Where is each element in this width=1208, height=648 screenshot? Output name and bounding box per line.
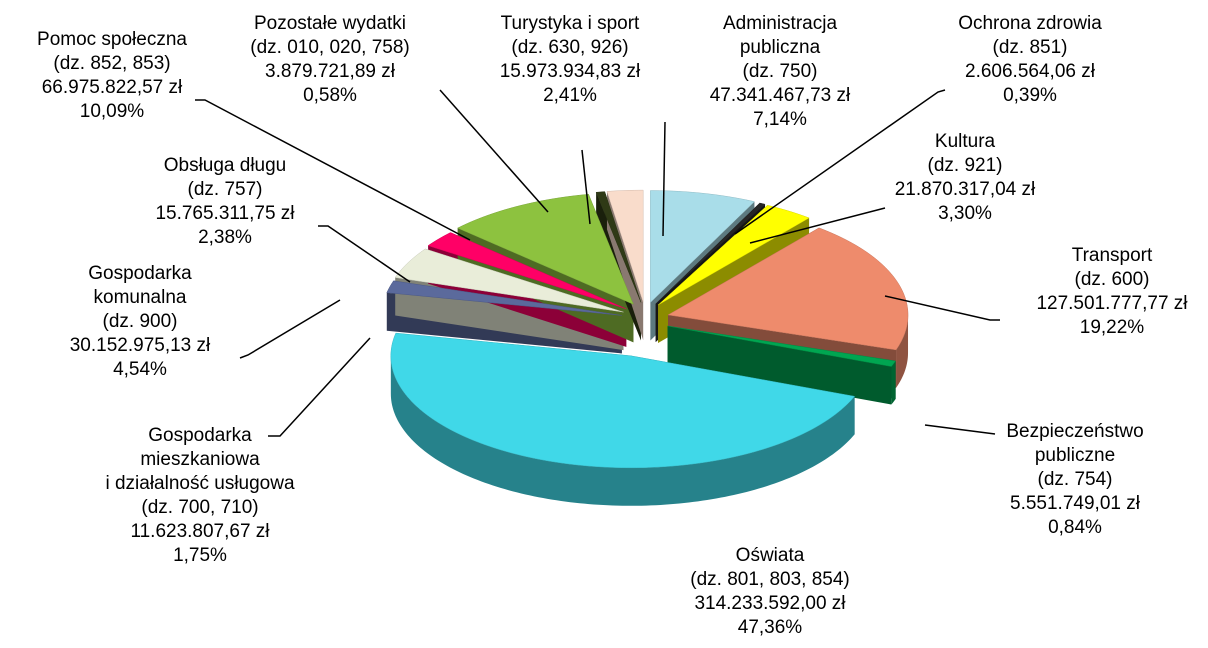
category-name: Obsługa długu bbox=[163, 155, 287, 176]
leader-line bbox=[195, 99, 471, 241]
value-label: 7,14% bbox=[753, 109, 807, 130]
amount-label: 314.233.592,00 zł bbox=[694, 593, 846, 614]
value-label: 19,22% bbox=[1079, 317, 1145, 338]
slice bbox=[655, 202, 766, 305]
slice-label: Turystyka i sport (dz. 630, 926) 15.973.93… bbox=[420, 12, 720, 108]
slice bbox=[386, 280, 622, 316]
amount-label: 127.501.777,77 zł bbox=[1036, 293, 1188, 314]
slice-wall bbox=[667, 326, 892, 405]
category-code: (dz. 757) bbox=[187, 179, 263, 200]
leader-line bbox=[734, 89, 946, 235]
slice bbox=[667, 227, 909, 351]
category-name: Kultura bbox=[934, 131, 996, 152]
category-code: (dz. 750) bbox=[742, 61, 818, 82]
value-label: 10,09% bbox=[79, 101, 145, 122]
category-code: (dz. 700, 710) bbox=[141, 497, 259, 518]
category-code: (dz. 010, 020, 758) bbox=[250, 37, 410, 58]
leader-line bbox=[662, 121, 666, 237]
slice bbox=[595, 191, 642, 303]
slice-label: Gospodarka mieszkaniowa i działalność us… bbox=[50, 424, 350, 568]
slice-label: Ochrona zdrowia (dz. 851) 2.606.564,06 zł 0… bbox=[880, 12, 1180, 108]
category-name: Turystyka i sport bbox=[500, 13, 640, 34]
amount-label: 3.879.721,89 zł bbox=[265, 61, 395, 82]
category-name: Pomoc społeczna bbox=[37, 29, 187, 50]
slice bbox=[650, 190, 755, 304]
category-name: Oświata bbox=[735, 545, 805, 566]
leader-line bbox=[884, 295, 1000, 321]
slice-label: Kultura (dz. 921) 21.870.317,04 zł 3,30% bbox=[815, 130, 1115, 226]
category-code: (dz. 630, 926) bbox=[511, 37, 629, 58]
slice-side bbox=[891, 360, 896, 405]
category-code: (dz. 851) bbox=[992, 37, 1068, 58]
amount-label: 2.606.564,06 zł bbox=[965, 61, 1095, 82]
value-label: 0,84% bbox=[1048, 517, 1102, 538]
category-code: (dz. 900) bbox=[102, 311, 178, 332]
category-code: (dz. 921) bbox=[927, 155, 1003, 176]
value-label: 0,58% bbox=[303, 85, 357, 106]
category-name: Transport bbox=[1071, 245, 1153, 266]
leader-line bbox=[924, 424, 996, 435]
value-label: 4,54% bbox=[113, 359, 167, 380]
category-name: Bezpieczeństwo publiczne bbox=[1006, 421, 1144, 466]
category-code: (dz. 754) bbox=[1037, 469, 1113, 490]
amount-label: 47.341.467,73 zł bbox=[709, 85, 851, 106]
slice-label: Pomoc społeczna (dz. 852, 853) 66.975.822,… bbox=[0, 28, 262, 124]
slice-label: Bezpieczeństwo publiczne (dz. 754) 5.551.7… bbox=[925, 420, 1208, 540]
amount-label: 66.975.822,57 zł bbox=[41, 77, 183, 98]
amount-label: 11.623.807,67 zł bbox=[130, 521, 270, 542]
category-name: Pozostałe wydatki bbox=[253, 13, 407, 34]
leader-line bbox=[749, 207, 886, 244]
category-name: Administracja publiczna bbox=[722, 13, 838, 58]
slice-label: Administracja publiczna (dz. 750) 47.341.4… bbox=[630, 12, 930, 132]
slice bbox=[427, 232, 627, 310]
slice bbox=[667, 325, 897, 367]
value-label: 3,30% bbox=[938, 203, 992, 224]
leader-line bbox=[581, 149, 591, 225]
slice bbox=[657, 205, 810, 306]
leader-line bbox=[268, 337, 371, 437]
leader-line bbox=[239, 299, 341, 359]
amount-label: 15.765.311,75 zł bbox=[155, 203, 295, 224]
slice bbox=[390, 332, 856, 469]
amount-label: 15.973.934,83 zł bbox=[499, 61, 641, 82]
slice-label: Pozostałe wydatki (dz. 010, 020, 758) 3.87… bbox=[180, 12, 480, 108]
amount-label: 21.870.317,04 zł bbox=[894, 179, 1036, 200]
slice-label: Oświata (dz. 801, 803, 854) 314.233.592,00… bbox=[620, 544, 920, 640]
value-label: 47,36% bbox=[737, 617, 803, 638]
slice-label: Gospodarka komunalna (dz. 900) 30.152.975,… bbox=[0, 262, 290, 382]
slice-tops bbox=[386, 189, 909, 469]
value-label: 1,75% bbox=[173, 545, 227, 566]
leader-line bbox=[318, 225, 411, 283]
slice-side bbox=[390, 355, 855, 506]
slice bbox=[606, 189, 644, 303]
amount-label: 5.551.749,01 zł bbox=[1010, 493, 1140, 514]
amount-label: 30.152.975,13 zł bbox=[69, 335, 211, 356]
slice-label: Transport (dz. 600) 127.501.777,77 zł 19,22… bbox=[962, 244, 1208, 340]
category-name: Gospodarka mieszkaniowa i działalność us… bbox=[105, 425, 295, 494]
category-code: (dz. 801, 803, 854) bbox=[690, 569, 850, 590]
category-code: (dz. 600) bbox=[1074, 269, 1150, 290]
value-label: 2,38% bbox=[198, 227, 252, 248]
category-code: (dz. 852, 853) bbox=[53, 53, 171, 74]
leader-line bbox=[439, 89, 549, 213]
value-label: 2,41% bbox=[543, 85, 597, 106]
value-label: 0,39% bbox=[1003, 85, 1057, 106]
slice-label: Obsługa długu (dz. 757) 15.765.311,75 zł 2,… bbox=[75, 154, 375, 250]
category-name: Gospodarka komunalna bbox=[88, 263, 192, 308]
category-name: Ochrona zdrowia bbox=[958, 13, 1102, 34]
